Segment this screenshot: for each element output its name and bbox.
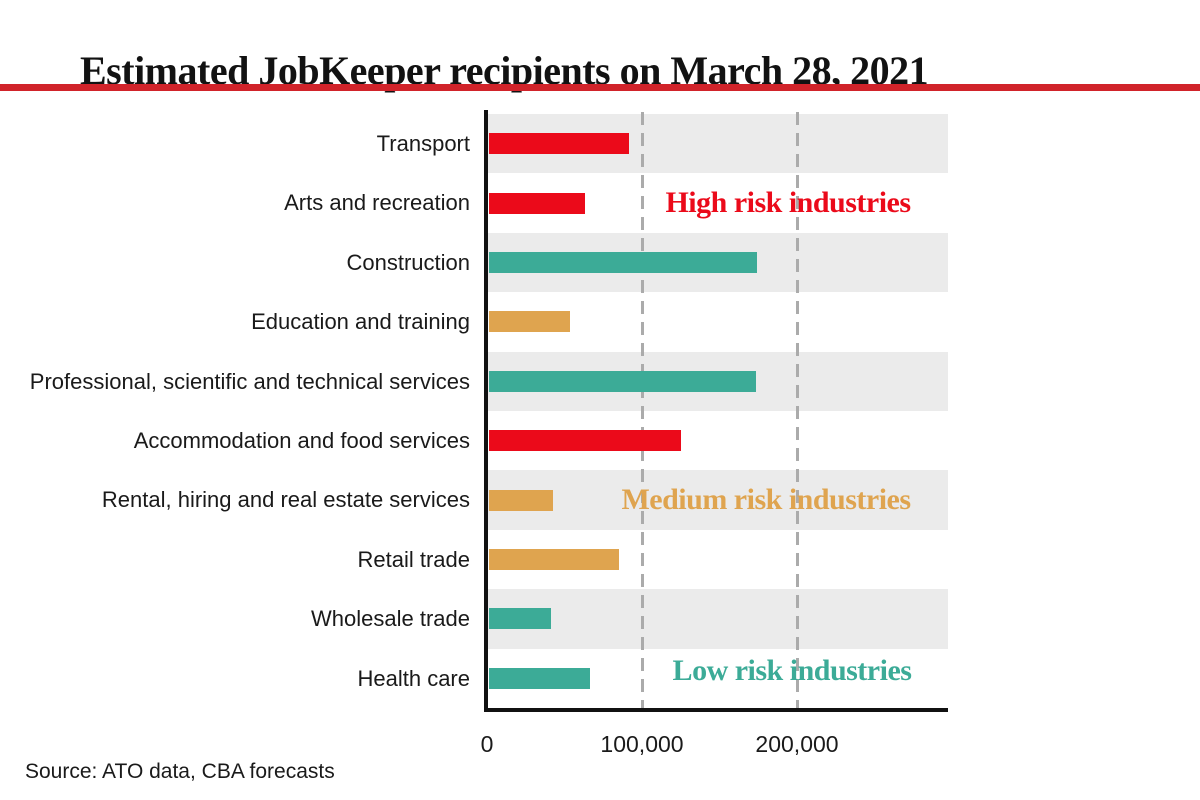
bar-medium-risk — [489, 549, 619, 570]
bar-high-risk — [489, 192, 585, 214]
gridline — [641, 112, 644, 708]
category-label: Wholesale trade — [311, 606, 470, 632]
annotation-high-risk: High risk industries — [665, 186, 911, 219]
bar-medium-risk — [489, 489, 553, 511]
category-label: Retail trade — [357, 546, 470, 572]
x-tick-label: 100,000 — [600, 731, 684, 757]
category-label: Accommodation and food services — [133, 428, 470, 453]
bar-high-risk — [489, 430, 681, 452]
bar-low-risk — [489, 252, 757, 273]
category-label: Education and training — [251, 309, 470, 335]
category-label: Health care — [357, 665, 470, 691]
x-tick-label: 0 — [480, 731, 494, 757]
category-label: Rental, hiring and real estate services — [101, 487, 470, 513]
source-note: Source: ATO data, CBA forecasts — [25, 760, 335, 783]
bar-medium-risk — [489, 311, 570, 333]
row-band — [487, 589, 948, 649]
x-axis-line — [484, 708, 948, 712]
title-rule-divider — [0, 84, 1200, 91]
category-label: Transport — [376, 131, 470, 156]
y-axis-line — [484, 110, 488, 710]
bar-low-risk — [489, 608, 551, 630]
bar-high-risk — [489, 133, 629, 155]
category-label: Professional, scientific and technical s… — [29, 368, 470, 394]
x-tick-label: 200,000 — [755, 731, 839, 757]
gridline — [796, 112, 799, 708]
row-band — [487, 470, 948, 530]
category-label: Arts and recreation — [284, 190, 470, 216]
bar-low-risk — [489, 667, 590, 689]
bar-low-risk — [489, 370, 756, 392]
annotation-medium-risk: Medium risk industries — [621, 483, 911, 516]
category-label: Construction — [346, 249, 470, 275]
annotation-low-risk: Low risk industries — [672, 654, 912, 687]
